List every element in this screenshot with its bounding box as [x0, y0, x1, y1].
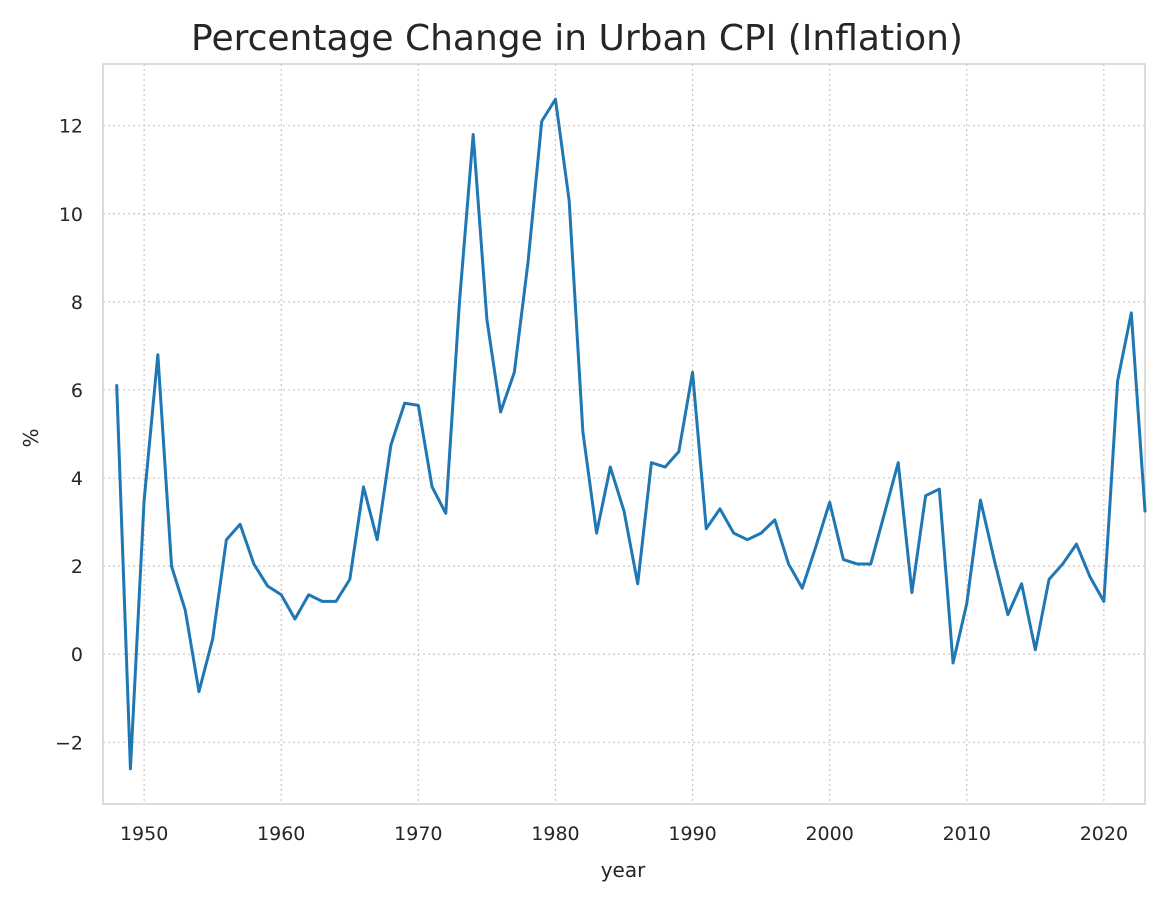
x-tick-label-1990: 1990	[668, 823, 716, 845]
x-tick-label-1950: 1950	[120, 823, 168, 845]
x-tick-label-1960: 1960	[257, 823, 305, 845]
y-tick-label-8: 8	[71, 292, 83, 314]
x-tick-label-2020: 2020	[1080, 823, 1128, 845]
chart-title: Percentage Change in Urban CPI (Inflatio…	[191, 18, 963, 59]
plot-frame	[102, 63, 1146, 805]
tick-labels: 1950 1960 1970 1980 1990 2000 2010 2020 −2 0 2 4 6 8 1…	[55, 116, 1128, 845]
x-tick-label-2010: 2010	[943, 823, 991, 845]
y-axis-label: %	[19, 428, 43, 447]
y-tick-label-6: 6	[71, 380, 83, 402]
y-tick-label-0: 0	[71, 644, 83, 666]
y-tick-label-10: 10	[59, 204, 83, 226]
y-tick-label-12: 12	[59, 116, 83, 138]
x-tick-label-2000: 2000	[805, 823, 853, 845]
y-tick-label--2: −2	[55, 732, 83, 754]
grid-lines	[103, 64, 1145, 804]
x-axis-label: year	[601, 858, 646, 882]
x-tick-label-1970: 1970	[394, 823, 442, 845]
y-tick-label-4: 4	[71, 468, 83, 490]
y-tick-label-2: 2	[71, 556, 83, 578]
inflation-line	[115, 97, 1147, 771]
x-tick-label-1980: 1980	[531, 823, 579, 845]
